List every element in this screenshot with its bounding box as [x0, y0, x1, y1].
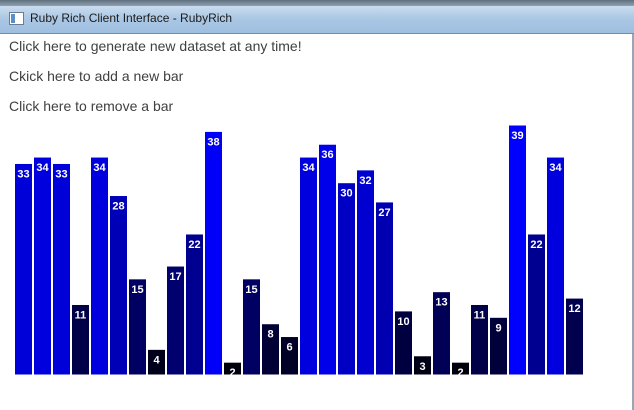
bar-2 — [52, 162, 71, 376]
bar-28 — [546, 156, 565, 376]
bar-label-8: 17 — [169, 271, 181, 283]
bar-label-26: 39 — [511, 130, 523, 142]
bar-label-12: 15 — [245, 284, 257, 296]
bar-3 — [71, 303, 90, 376]
bar-11 — [223, 361, 242, 376]
bar-19 — [375, 201, 394, 376]
bar-label-15: 34 — [302, 162, 315, 174]
bar-label-16: 36 — [321, 149, 333, 161]
bar-label-5: 28 — [112, 201, 124, 213]
bar-1 — [33, 156, 52, 376]
bar-label-2: 33 — [55, 168, 67, 180]
bar-label-27: 22 — [530, 239, 542, 251]
bar-chart: 33 34 33 11 34 28 15 4 17 22 38 2 15 8 6 34 36 30 32 27 10 3 1… — [14, 124, 584, 379]
bar-4 — [90, 156, 109, 376]
bar-16 — [318, 143, 337, 376]
bar-22 — [432, 291, 451, 376]
bar-label-1: 34 — [36, 162, 49, 174]
bar-8 — [166, 265, 185, 376]
bar-17 — [337, 182, 356, 376]
bar-24 — [470, 303, 489, 376]
bar-13 — [261, 323, 280, 376]
bar-label-4: 34 — [93, 162, 106, 174]
app-window-icon — [9, 12, 24, 25]
bar-10 — [204, 130, 223, 376]
window-title: Ruby Rich Client Interface - RubyRich — [30, 11, 233, 25]
bar-label-25: 9 — [495, 322, 501, 334]
bar-label-18: 32 — [359, 175, 371, 187]
bar-label-23: 2 — [457, 367, 463, 379]
desktop-taskbar-strip — [0, 0, 634, 6]
bar-14 — [280, 336, 299, 376]
bar-20 — [394, 310, 413, 376]
bar-7 — [147, 348, 166, 376]
bar-9 — [185, 233, 204, 376]
add-bar-link[interactable]: Ckick here to add a new bar — [9, 68, 184, 84]
bar-27 — [527, 233, 546, 376]
bar-5 — [109, 195, 128, 376]
bar-label-22: 13 — [435, 297, 447, 309]
window-client-area: Click here to generate new dataset at an… — [0, 34, 634, 410]
generate-dataset-link[interactable]: Click here to generate new dataset at an… — [9, 38, 302, 54]
bar-label-20: 10 — [397, 316, 409, 328]
bar-label-28: 34 — [549, 162, 562, 174]
bar-label-24: 11 — [474, 309, 486, 321]
bar-label-9: 22 — [188, 239, 200, 251]
bar-0 — [14, 162, 33, 376]
bar-26 — [508, 124, 527, 376]
bar-15 — [299, 156, 318, 376]
bar-21 — [413, 355, 432, 376]
window-titlebar[interactable]: Ruby Rich Client Interface - RubyRich — [0, 6, 634, 34]
bar-label-0: 33 — [17, 168, 29, 180]
bar-25 — [489, 316, 508, 376]
bar-label-19: 27 — [378, 207, 390, 219]
bar-23 — [451, 361, 470, 376]
bar-label-29: 12 — [568, 303, 580, 315]
bar-label-11: 2 — [229, 367, 235, 379]
bar-6 — [128, 278, 147, 376]
bar-29 — [565, 297, 584, 376]
bar-label-17: 30 — [340, 188, 352, 200]
window-right-border — [632, 34, 634, 410]
bar-label-6: 15 — [131, 284, 143, 296]
bar-label-10: 38 — [207, 136, 219, 148]
bar-label-7: 4 — [153, 354, 160, 366]
bar-label-3: 11 — [75, 309, 87, 321]
bar-label-13: 8 — [267, 329, 273, 341]
bar-18 — [356, 169, 375, 376]
remove-bar-link[interactable]: Click here to remove a bar — [9, 98, 174, 114]
bar-label-14: 6 — [286, 342, 292, 354]
bar-12 — [242, 278, 261, 376]
bar-label-21: 3 — [419, 361, 425, 373]
